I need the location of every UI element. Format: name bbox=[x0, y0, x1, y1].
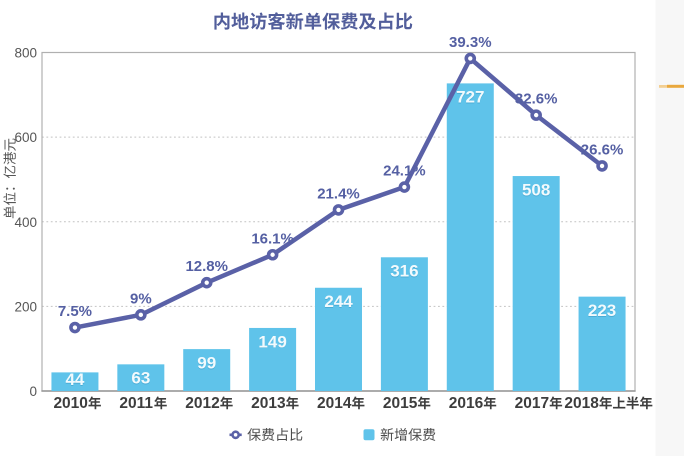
svg-text:316: 316 bbox=[390, 262, 418, 281]
svg-text:800: 800 bbox=[14, 46, 37, 61]
svg-text:63: 63 bbox=[131, 370, 150, 389]
svg-text:223: 223 bbox=[588, 301, 616, 320]
svg-text:400: 400 bbox=[14, 215, 37, 230]
svg-text:39.3%: 39.3% bbox=[449, 34, 492, 51]
svg-text:44: 44 bbox=[65, 370, 84, 389]
svg-text:600: 600 bbox=[14, 130, 37, 145]
svg-text:2013: 2013 bbox=[251, 395, 286, 412]
svg-text:508: 508 bbox=[522, 181, 550, 200]
svg-text:200: 200 bbox=[14, 299, 37, 314]
svg-text:24.1%: 24.1% bbox=[383, 163, 426, 180]
svg-text:727: 727 bbox=[456, 88, 484, 107]
svg-text:16.1%: 16.1% bbox=[251, 230, 294, 247]
svg-text:316: 316 bbox=[390, 262, 418, 281]
svg-text:7.5%: 7.5% bbox=[58, 303, 92, 320]
svg-text:2014: 2014 bbox=[317, 395, 352, 412]
svg-text:149: 149 bbox=[258, 332, 286, 351]
svg-text:0: 0 bbox=[29, 384, 37, 399]
svg-text:2017: 2017 bbox=[515, 395, 549, 412]
svg-text:244: 244 bbox=[324, 293, 353, 312]
svg-text:99: 99 bbox=[197, 354, 216, 373]
svg-text:727: 727 bbox=[456, 89, 484, 108]
svg-text:244: 244 bbox=[324, 292, 353, 311]
svg-text:2018: 2018 bbox=[564, 395, 599, 412]
svg-text:9%: 9% bbox=[130, 290, 152, 307]
svg-text:149: 149 bbox=[258, 333, 286, 352]
svg-text:508: 508 bbox=[522, 180, 550, 199]
svg-text:223: 223 bbox=[588, 302, 616, 321]
svg-text:21.4%: 21.4% bbox=[317, 185, 360, 202]
svg-text:2010: 2010 bbox=[53, 395, 87, 412]
svg-text:44: 44 bbox=[65, 371, 84, 390]
svg-text:32.6%: 32.6% bbox=[515, 91, 558, 108]
svg-text:2015: 2015 bbox=[383, 395, 418, 412]
svg-text:2011: 2011 bbox=[119, 395, 153, 412]
svg-text:99: 99 bbox=[197, 353, 216, 372]
svg-text:26.6%: 26.6% bbox=[581, 141, 624, 158]
svg-text:63: 63 bbox=[131, 369, 150, 388]
svg-text:2016: 2016 bbox=[449, 395, 484, 412]
svg-text:2012: 2012 bbox=[185, 395, 219, 412]
svg-text:12.8%: 12.8% bbox=[185, 258, 228, 275]
